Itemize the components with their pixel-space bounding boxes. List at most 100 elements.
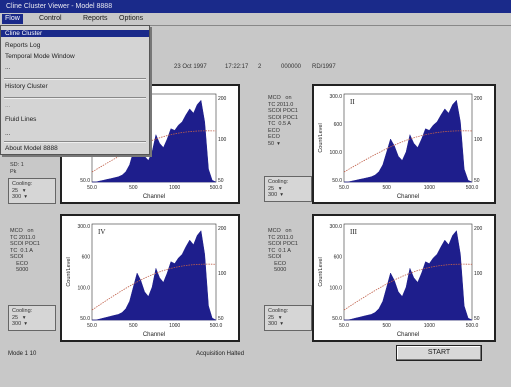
y-tick-label: 600 <box>334 122 343 128</box>
y-tick-label: 300.0 <box>77 224 90 230</box>
y-tick-label: 50.0 <box>80 178 90 184</box>
x-tick-label: 500.0 <box>210 185 223 191</box>
right-tick-label: 100 <box>474 137 483 143</box>
x-tick-label: 1000 <box>169 323 180 329</box>
menu-item-fluid-lines[interactable]: Fluid Lines <box>5 116 37 123</box>
left-bottom-cooling-box[interactable]: Cooling: 25 ▾ 300 ▾ <box>8 305 56 331</box>
right-tick-label: 200 <box>474 226 483 232</box>
right-tick-label: 200 <box>474 96 483 102</box>
histogram-area <box>344 99 473 183</box>
info-date: 23 Oct 1997 <box>174 64 207 70</box>
status-info-bar: 23 Oct 1997 17:22:17 2 000000 RD/1997 <box>0 64 511 74</box>
menu-separator <box>4 141 146 143</box>
x-tick-label: 500.0 <box>210 323 223 329</box>
trend-line <box>343 130 473 173</box>
plot-id-label: IV <box>98 228 105 236</box>
y-tick-label: 300.0 <box>329 224 342 230</box>
right-top-cooling-box[interactable]: Cooling: 25 ▾ 300 ▾ <box>264 176 312 202</box>
right-tick-label: 50 <box>474 178 480 184</box>
plot-svg: 50.0 500 1000 500.0 300.0 600 100.0 50.0 200 100 5… <box>318 93 483 200</box>
y-tick-label: 100.0 <box>77 285 90 291</box>
right-bottom-cooling-text: Cooling: 25 ▾ 300 ▾ <box>268 308 289 327</box>
x-tick-label: 500 <box>129 185 138 191</box>
right-bottom-info: MCO on TC 2011.0 SCOI POC1 TC 0.1 A SCOI… <box>268 228 298 273</box>
menu-control[interactable]: Control <box>39 15 62 22</box>
right-tick-label: 50 <box>474 316 480 322</box>
y-tick-label: 50.0 <box>332 316 342 322</box>
x-tick-label: 50.0 <box>339 185 349 191</box>
left-top-cooling-text: Cooling: 25 ▾ 300 ▾ <box>12 181 33 200</box>
y-tick-label: 50.0 <box>80 316 90 322</box>
trend-line <box>91 130 217 173</box>
start-button[interactable]: START <box>396 345 482 361</box>
x-tick-label: 50.0 <box>87 323 97 329</box>
x-tick-label: 1000 <box>424 185 435 191</box>
info-ref: RD/1997 <box>312 64 336 70</box>
status-mode: Mode 1 10 <box>8 351 37 357</box>
menu-options[interactable]: Options <box>119 15 144 22</box>
info-run: 2 <box>258 64 262 70</box>
trend-line <box>91 263 217 311</box>
y-axis-label: Count/Level <box>318 257 324 286</box>
left-top-cooling-box[interactable]: Cooling: 25 ▾ 300 ▾ <box>8 178 56 204</box>
y-tick-label: 100.0 <box>329 150 342 156</box>
right-tick-label: 100 <box>218 137 227 143</box>
histogram-plot-3[interactable]: 50.0 500 1000 500.0 300.0 600 100.0 50.0 200 100 5… <box>312 214 496 342</box>
y-axis-label: Count/Level <box>318 123 324 152</box>
menu-item-history-cluster[interactable]: History Cluster <box>5 83 48 90</box>
y-tick-label: 300.0 <box>329 94 342 100</box>
y-tick-label: 100.0 <box>329 285 342 291</box>
y-axis-label: Count/Level <box>66 257 72 286</box>
x-tick-label: 500.0 <box>466 185 479 191</box>
menu-item-about[interactable]: About Model 8888 <box>5 145 58 152</box>
x-tick-label: 50.0 <box>339 323 349 329</box>
menu-bar: Flow Control Reports Options <box>0 13 511 26</box>
right-top-cooling-text: Cooling: 25 ▾ 300 ▾ <box>268 179 289 198</box>
trend-line <box>343 263 473 311</box>
menu-item-disabled: ... <box>5 102 11 109</box>
flow-menu-dropdown: Cline Cluster Reports Log Temporal Mode … <box>0 25 150 155</box>
menu-reports[interactable]: Reports <box>83 15 108 22</box>
histogram-area <box>344 230 473 321</box>
window-title: Cline Cluster Viewer - Model 8888 <box>0 0 511 13</box>
left-bottom-info: MCO on TC 2011.0 SCOI POC1 TC 0.1 A SCOI… <box>10 228 40 273</box>
x-tick-label: 1000 <box>169 185 180 191</box>
status-acquisition: Acquisition Halted <box>196 351 245 357</box>
histogram-area <box>92 230 217 321</box>
x-tick-label: 1000 <box>424 323 435 329</box>
right-tick-label: 100 <box>218 271 227 277</box>
menu-separator <box>4 97 146 99</box>
x-axis-label: Channel <box>143 194 165 200</box>
histogram-area <box>92 99 217 183</box>
menu-flow[interactable]: Flow <box>2 14 23 24</box>
x-axis-label: Channel <box>397 332 419 338</box>
x-tick-label: 500 <box>382 323 391 329</box>
y-tick-label: 600 <box>334 255 343 261</box>
menu-item-temporal-mode[interactable]: Temporal Mode Window <box>5 53 75 60</box>
right-top-info: MCO on TC 2011.0 SCOI POC1 SCOI POC1 TC … <box>268 95 298 147</box>
x-tick-label: 50.0 <box>87 185 97 191</box>
right-tick-label: 200 <box>218 96 227 102</box>
x-tick-label: 500 <box>382 185 391 191</box>
plot-id-label: III <box>350 228 358 236</box>
x-axis-label: Channel <box>397 194 419 200</box>
y-tick-label: 600 <box>82 255 91 261</box>
y-tick-label: 50.0 <box>332 178 342 184</box>
histogram-plot-2[interactable]: 50.0 500 1000 500.0 300.0 600 100.0 50.0 200 100 5… <box>312 84 496 204</box>
left-top-info: SD: 1 Pk <box>10 162 24 175</box>
left-bottom-cooling-text: Cooling: 25 ▾ 300 ▾ <box>12 308 33 327</box>
plot-svg: 50.0 500 1000 500.0 300.0 600 100.0 50.0 200 100 5… <box>318 223 483 338</box>
x-tick-label: 500 <box>129 323 138 329</box>
menu-item-cline-cluster[interactable]: Cline Cluster <box>1 30 149 37</box>
menu-item-placeholder[interactable]: ... <box>5 64 11 71</box>
x-axis-label: Channel <box>143 332 165 338</box>
right-tick-label: 200 <box>218 226 227 232</box>
menu-separator <box>4 78 146 80</box>
menu-item-extra[interactable]: ... <box>5 130 11 137</box>
menu-item-reports-log[interactable]: Reports Log <box>5 42 41 49</box>
histogram-plot-4[interactable]: 50.0 500 1000 500.0 300.0 600 100.0 50.0 200 100 5… <box>60 214 240 342</box>
right-tick-label: 50 <box>218 316 224 322</box>
x-tick-label: 500.0 <box>466 323 479 329</box>
right-bottom-cooling-box[interactable]: Cooling: 25 ▾ 300 ▾ <box>264 305 312 331</box>
plot-svg: 50.0 500 1000 500.0 300.0 600 100.0 50.0 200 100 5… <box>66 223 227 338</box>
